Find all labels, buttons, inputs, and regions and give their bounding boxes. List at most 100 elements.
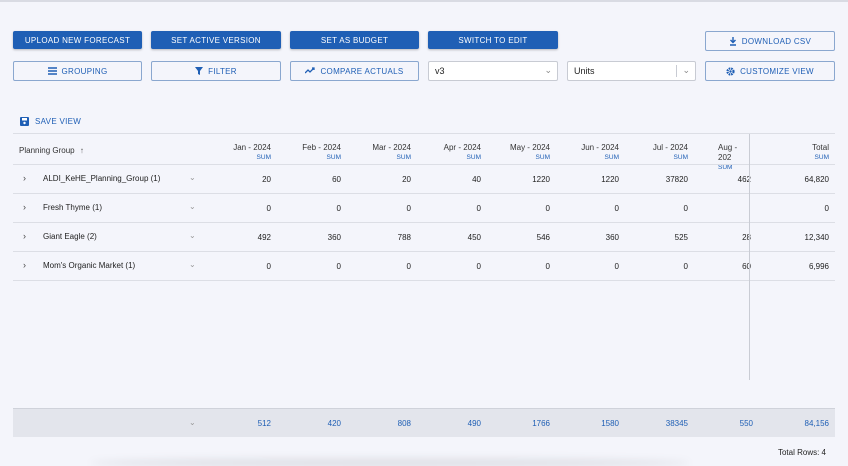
total-cell: 420 [327,419,341,428]
gear-icon [726,66,735,76]
row-divider [13,251,835,252]
total-cell: 1766 [532,419,550,428]
set-as-budget-label: SET AS BUDGET [320,35,389,45]
table-cell: 0 [824,204,829,213]
sum-label: SUM [604,154,619,161]
table-cell: 360 [327,233,341,242]
expand-chevron-icon[interactable]: › [23,231,26,241]
column-header-label: Jul - 2024 [652,143,688,152]
column-header[interactable]: Jan - 2024 SUM [211,143,271,163]
column-header[interactable]: Aug - 202 SUM [718,143,752,173]
table-cell: 1220 [532,175,550,184]
table-cell: 28 [742,233,751,242]
compare-actuals-button[interactable]: COMPARE ACTUALS [290,61,419,81]
grouping-button[interactable]: GROUPING [13,61,142,81]
table-cell: 0 [614,262,619,271]
compare-icon [305,67,316,75]
table-cell: 450 [467,233,481,242]
table-row[interactable]: › Mom's Organic Market (1) ⌄ 0 0 0 0 0 0 0 60 6,996 [13,252,835,281]
sum-label: SUM [535,154,550,161]
grouping-icon [47,67,57,75]
table-cell: 525 [674,233,688,242]
pinned-column-divider [749,134,750,380]
sum-label: SUM [673,154,688,161]
table-cell: 0 [476,262,481,271]
column-header-label: Feb - 2024 [302,143,341,152]
download-csv-button[interactable]: DOWNLOAD CSV [705,31,835,51]
column-header-label: Aug - 202 [718,143,738,162]
save-view-button[interactable]: SAVE VIEW [20,117,81,126]
planning-group-header[interactable]: Planning Group ↑ [19,146,84,155]
chevron-down-icon[interactable]: ⌄ [189,202,196,211]
table-cell: 0 [683,262,688,271]
sum-label: SUM [396,154,411,161]
expand-chevron-icon[interactable]: › [23,173,26,183]
row-group-name: Mom's Organic Market (1) [43,261,136,270]
select-divider [676,65,677,77]
column-header[interactable]: May - 2024 SUM [490,143,550,163]
column-header-label: May - 2024 [509,143,550,152]
column-header-label: Jan - 2024 [233,143,271,152]
table-cell: 20 [402,175,411,184]
table-row[interactable]: › Fresh Thyme (1) ⌄ 0 0 0 0 0 0 0 0 [13,194,835,223]
version-select[interactable]: v3 ⌄ [428,61,558,81]
sum-label: SUM [256,154,271,161]
switch-to-edit-button[interactable]: SWITCH TO EDIT [428,31,558,49]
set-as-budget-button[interactable]: SET AS BUDGET [290,31,419,49]
chevron-down-icon[interactable]: ⌄ [189,231,196,240]
row-divider [13,280,835,281]
total-rows-label: Total Rows: 4 [777,448,826,457]
table-cell: 0 [545,204,550,213]
table-cell: 0 [266,262,271,271]
table-cell: 60 [742,262,751,271]
table-cell: 546 [536,233,550,242]
upload-forecast-button[interactable]: UPLOAD NEW FORECAST [13,31,142,49]
totals-row: ⌄ 512 420 808 490 1766 1580 38345 550 84,156 [13,408,835,437]
sum-label: SUM [718,164,733,171]
switch-to-edit-label: SWITCH TO EDIT [458,35,528,45]
chevron-down-icon: ⌄ [682,65,690,75]
scroll-shadow [90,458,690,466]
column-header-label: Apr - 2024 [443,143,481,152]
expand-chevron-icon[interactable]: › [23,260,26,270]
measure-select-value: Units [574,66,595,76]
table-cell: 0 [545,262,550,271]
save-icon [20,117,29,126]
table-cell: 0 [476,204,481,213]
column-header[interactable]: Apr - 2024 SUM [421,143,481,163]
column-header[interactable]: Total SUM [779,143,829,163]
column-header[interactable]: Feb - 2024 SUM [281,143,341,163]
chevron-down-icon[interactable]: ⌄ [189,418,196,427]
table-cell: 64,820 [804,175,829,184]
total-cell: 1580 [601,419,619,428]
column-header[interactable]: Jun - 2024 SUM [559,143,619,163]
sum-label: SUM [326,154,341,161]
total-cell: 490 [467,419,481,428]
sum-label: SUM [814,154,829,161]
filter-button[interactable]: FILTER [151,61,281,81]
chevron-down-icon[interactable]: ⌄ [189,173,196,182]
chevron-down-icon[interactable]: ⌄ [189,260,196,269]
header-divider [13,164,835,165]
measure-select[interactable]: Units ⌄ [567,61,696,81]
filter-label: FILTER [208,66,237,76]
table-cell: 60 [332,175,341,184]
table-row[interactable]: › ALDI_KeHE_Planning_Group (1) ⌄ 20 60 20 40 12… [13,165,835,194]
table-row[interactable]: › Giant Eagle (2) ⌄ 492 360 788 450 546 360 525 28… [13,223,835,252]
total-cell: 808 [397,419,411,428]
expand-chevron-icon[interactable]: › [23,202,26,212]
table-cell: 12,340 [804,233,829,242]
customize-view-button[interactable]: CUSTOMIZE VIEW [705,61,835,81]
filter-icon [195,67,204,75]
set-active-version-button[interactable]: SET ACTIVE VERSION [151,31,281,49]
upload-forecast-label: UPLOAD NEW FORECAST [24,35,131,45]
column-header[interactable]: Mar - 2024 SUM [351,143,411,163]
total-cell: 84,156 [804,419,829,428]
row-group-name: Giant Eagle (2) [43,232,97,241]
download-csv-label: DOWNLOAD CSV [741,36,812,46]
chevron-down-icon: ⌄ [544,65,552,75]
sum-label: SUM [466,154,481,161]
column-header[interactable]: Jul - 2024 SUM [628,143,688,163]
sort-ascending-icon[interactable]: ↑ [79,146,84,155]
table-cell: 1220 [601,175,619,184]
